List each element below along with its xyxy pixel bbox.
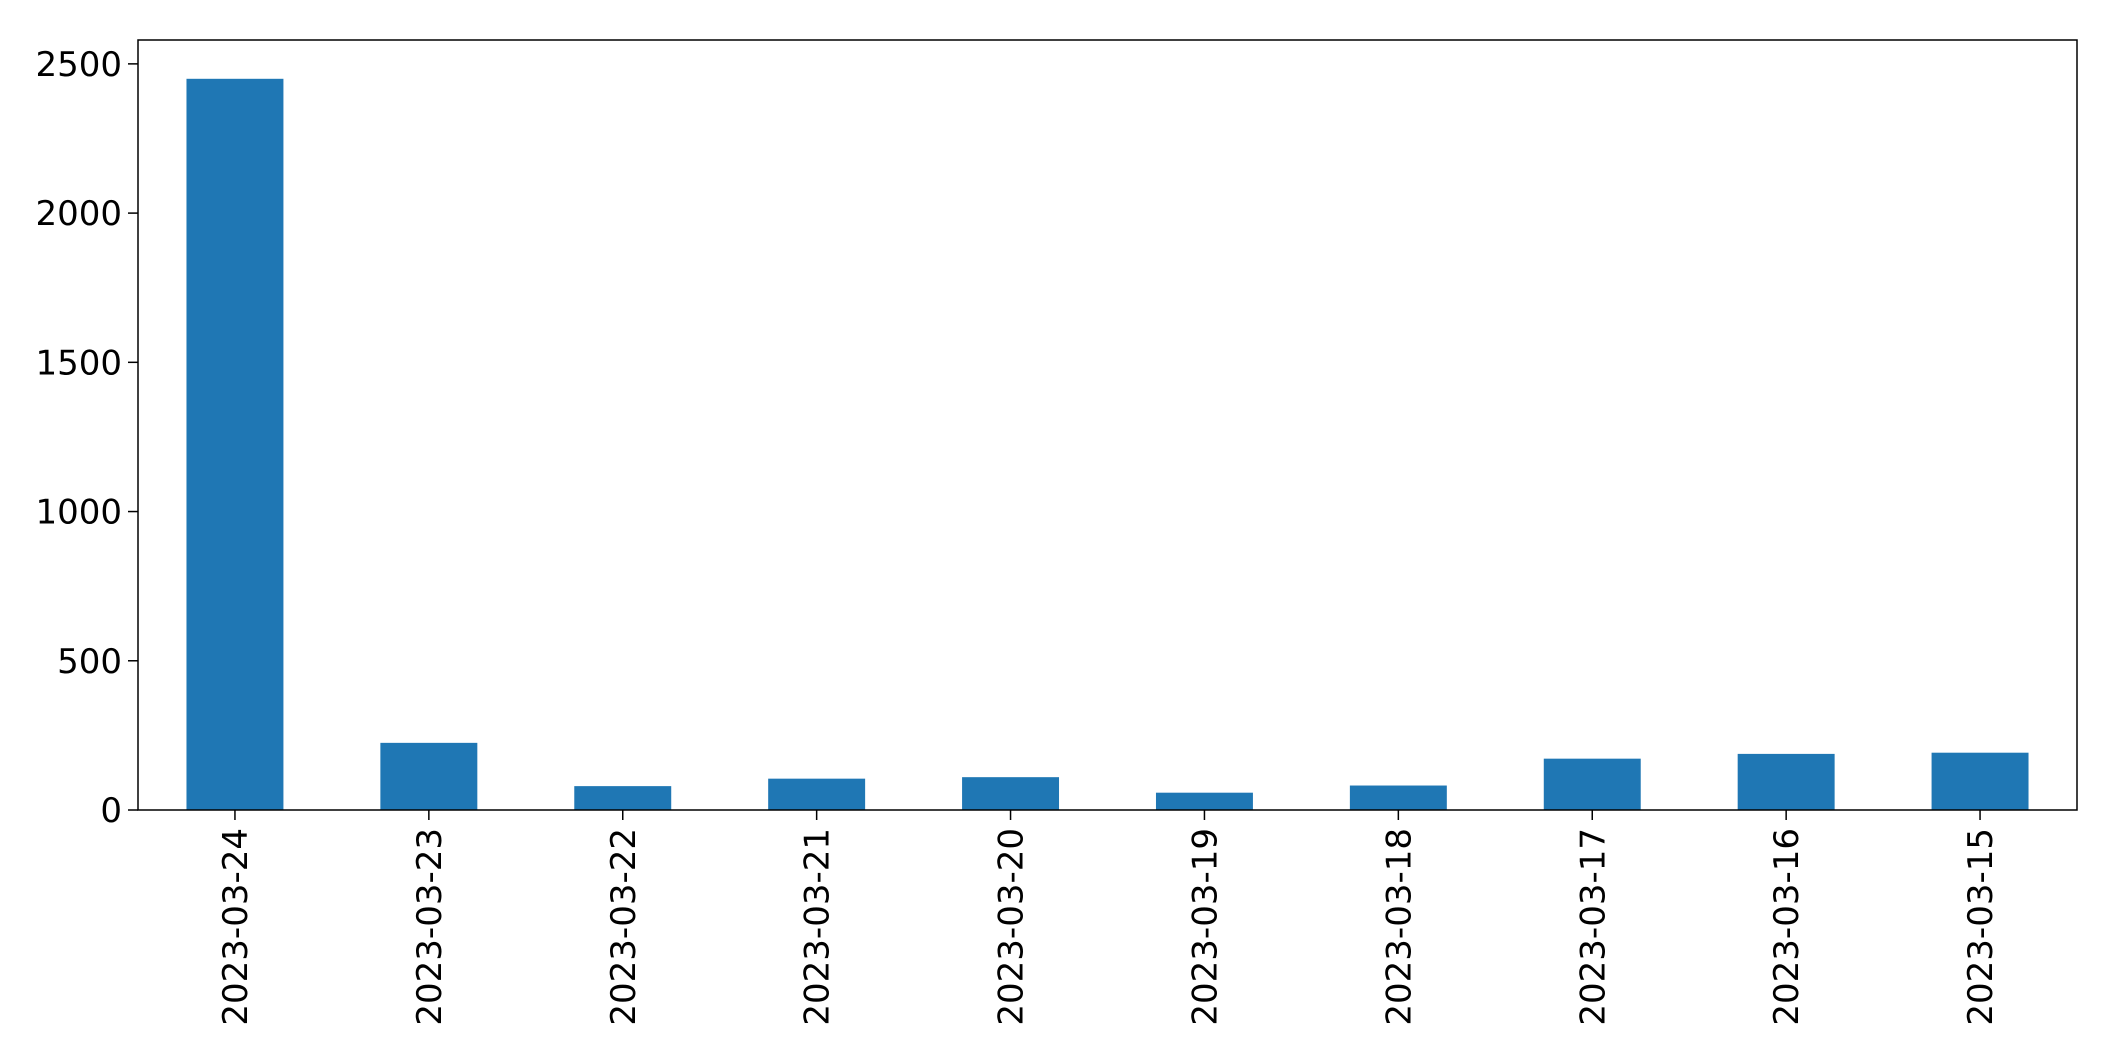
bar-2023-03-24 xyxy=(186,78,284,810)
bar-2023-03-18 xyxy=(1349,785,1447,810)
y-tick-label-500: 500 xyxy=(57,642,122,682)
x-axis: 2023-03-24 2023-03-23 2023-03-22 2023-03-21… xyxy=(216,810,2001,1026)
bar-2023-03-15 xyxy=(1931,752,2029,810)
bars-group xyxy=(186,78,2029,810)
bar-2023-03-19 xyxy=(1155,792,1253,810)
bar-2023-03-20 xyxy=(962,777,1060,810)
bar-2023-03-22 xyxy=(574,786,672,810)
y-tick-label-2000: 2000 xyxy=(35,194,122,234)
x-tick-label-2023-03-16: 2023-03-16 xyxy=(1767,828,1807,1026)
bar-2023-03-23 xyxy=(380,742,478,810)
x-tick-label-2023-03-19: 2023-03-19 xyxy=(1185,828,1225,1026)
y-tick-label-1500: 1500 xyxy=(35,343,122,383)
bar-2023-03-17 xyxy=(1543,758,1641,810)
plot-frame xyxy=(137,39,2078,811)
x-tick-label-2023-03-23: 2023-03-23 xyxy=(410,828,450,1026)
bar-2023-03-21 xyxy=(768,778,866,810)
x-tick-label-2023-03-17: 2023-03-17 xyxy=(1573,828,1613,1026)
y-tick-label-0: 0 xyxy=(100,791,122,831)
x-tick-label-2023-03-20: 2023-03-20 xyxy=(992,828,1032,1026)
bar-2023-03-16 xyxy=(1737,753,1835,810)
y-tick-label-1000: 1000 xyxy=(35,493,122,533)
x-tick-label-2023-03-21: 2023-03-21 xyxy=(798,828,838,1026)
y-tick-label-2500: 2500 xyxy=(35,45,122,85)
x-tick-label-2023-03-15: 2023-03-15 xyxy=(1961,828,2001,1026)
y-axis: 0 500 1000 1500 2000 2500 xyxy=(35,45,138,831)
x-tick-label-2023-03-24: 2023-03-24 xyxy=(216,828,256,1026)
x-tick-label-2023-03-18: 2023-03-18 xyxy=(1379,828,1419,1026)
x-tick-label-2023-03-22: 2023-03-22 xyxy=(604,828,644,1026)
